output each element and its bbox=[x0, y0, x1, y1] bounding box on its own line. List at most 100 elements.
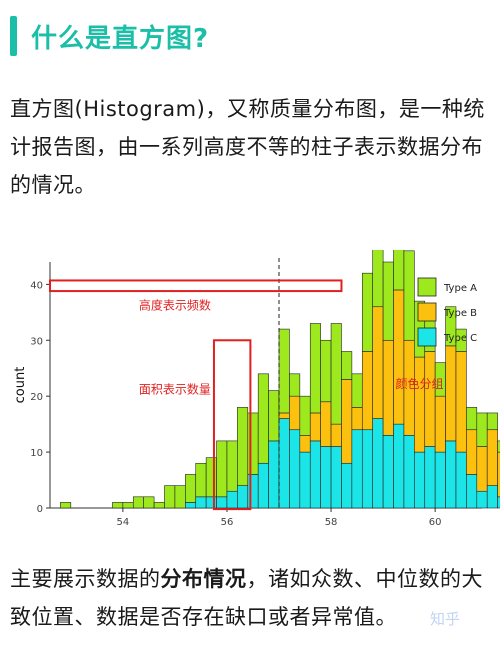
bar-type-a bbox=[60, 502, 72, 509]
bar-type-a bbox=[278, 328, 290, 414]
bar-type-a bbox=[247, 412, 259, 475]
bar-type-a bbox=[122, 502, 134, 509]
bar-type-c bbox=[497, 496, 500, 509]
bar-type-a bbox=[132, 496, 144, 509]
bar-type-c bbox=[195, 496, 207, 509]
bar-type-c bbox=[205, 496, 217, 509]
bar-type-b bbox=[486, 429, 498, 486]
bar-type-c bbox=[414, 451, 426, 509]
bar-type-a bbox=[320, 339, 332, 403]
bar-type-b bbox=[445, 345, 457, 442]
bar-type-b bbox=[330, 423, 342, 447]
bar-type-a bbox=[361, 272, 373, 352]
bar-type-a bbox=[216, 440, 228, 498]
bar-type-a bbox=[351, 373, 363, 408]
bar-type-b bbox=[466, 429, 478, 475]
bar-type-c bbox=[257, 462, 269, 509]
bar-type-c bbox=[341, 462, 353, 509]
watermark: 知乎 bbox=[429, 610, 460, 628]
outro-text-after: ，诸如众数、中位数的大致位置、数据是否存在缺口或者异常值。 bbox=[10, 567, 483, 629]
bar-type-c bbox=[372, 418, 384, 509]
bar-type-b bbox=[424, 351, 436, 447]
bar-type-b bbox=[372, 306, 384, 419]
bar-type-b bbox=[289, 395, 301, 431]
bar-type-c bbox=[247, 474, 259, 509]
bar-type-b bbox=[497, 451, 500, 498]
bar-type-a bbox=[257, 373, 269, 464]
y-tick-label: 20 bbox=[30, 392, 43, 403]
bar-type-b bbox=[309, 412, 321, 442]
bar-type-b bbox=[455, 351, 467, 453]
bar-type-b bbox=[351, 407, 363, 431]
bar-type-a bbox=[164, 485, 176, 509]
annotation-label-2: 颜色分组 bbox=[396, 376, 444, 391]
bar-type-c bbox=[299, 451, 311, 509]
bar-type-c bbox=[278, 418, 290, 509]
bar-type-a bbox=[174, 485, 186, 509]
bar-type-b bbox=[278, 412, 290, 419]
bar-type-a bbox=[153, 502, 165, 509]
annotation-box-1 bbox=[212, 339, 252, 511]
x-tick-label: 58 bbox=[325, 517, 338, 528]
bar-type-b bbox=[414, 356, 426, 453]
y-tick-label: 10 bbox=[30, 448, 43, 459]
bar-type-c bbox=[486, 485, 498, 509]
bar-type-c bbox=[466, 474, 478, 509]
x-tick-label: 54 bbox=[117, 517, 130, 528]
legend-swatch-1 bbox=[417, 302, 437, 322]
bar-type-c bbox=[351, 429, 363, 509]
bar-type-c bbox=[382, 435, 394, 509]
bar-type-c bbox=[476, 490, 488, 509]
bar-type-b bbox=[393, 289, 405, 425]
outro-paragraph: 主要展示数据的分布情况，诸如众数、中位数的大致位置、数据是否存在缺口或者异常值。 bbox=[10, 560, 494, 636]
bar-type-c bbox=[309, 440, 321, 509]
bar-type-c bbox=[216, 496, 228, 509]
legend-swatch-0 bbox=[417, 277, 437, 297]
bar-type-a bbox=[143, 496, 155, 509]
bar-type-c bbox=[268, 440, 280, 509]
bar-type-c bbox=[403, 435, 415, 509]
bar-type-a bbox=[466, 407, 478, 431]
intro-paragraph: 直方图(Histogram)，又称质量分布图，是一种统计报告图，由一系列高度不等… bbox=[10, 97, 485, 197]
legend-label-2: Type C bbox=[443, 333, 477, 344]
bar-type-a bbox=[393, 250, 405, 291]
bar-type-a bbox=[268, 390, 280, 442]
y-tick-label: 30 bbox=[30, 336, 43, 347]
bar-type-b bbox=[361, 351, 373, 431]
section-heading: 什么是直方图? bbox=[10, 14, 209, 58]
bar-type-a bbox=[289, 373, 301, 397]
bar-type-a bbox=[476, 412, 488, 447]
heading-title: 什么是直方图? bbox=[31, 23, 210, 54]
bar-type-b bbox=[320, 401, 332, 447]
bar-type-c bbox=[237, 485, 249, 509]
x-tick-label: 56 bbox=[221, 517, 234, 528]
bar-type-c bbox=[455, 451, 467, 509]
bar-type-a bbox=[382, 261, 394, 341]
bar-type-a bbox=[341, 351, 353, 380]
annotation-box-0 bbox=[49, 279, 343, 293]
annotation-label-1: 面积表示数量 bbox=[139, 381, 211, 396]
x-tick-label: 60 bbox=[429, 517, 442, 528]
outro-text-bold: 分布情况 bbox=[160, 567, 247, 591]
y-tick-label: 40 bbox=[30, 280, 43, 291]
bar-type-a bbox=[112, 502, 124, 509]
bar-type-a bbox=[403, 250, 415, 341]
bar-type-a bbox=[330, 323, 342, 425]
bar-type-c bbox=[226, 490, 238, 509]
bar-type-c bbox=[185, 502, 197, 509]
legend-swatch-2 bbox=[417, 327, 437, 347]
bar-type-a bbox=[237, 407, 249, 486]
bar-type-a bbox=[455, 328, 467, 352]
bar-type-b bbox=[382, 339, 394, 436]
bar-type-a bbox=[299, 395, 311, 436]
outro-text-before: 主要展示数据的 bbox=[10, 567, 161, 591]
bar-type-a bbox=[445, 306, 457, 347]
bar-type-a bbox=[486, 412, 498, 431]
bar-type-c bbox=[289, 429, 301, 509]
heading-accent-bar bbox=[10, 16, 17, 56]
y-tick-label: 0 bbox=[37, 504, 43, 515]
bar-type-a bbox=[372, 250, 384, 308]
bar-type-c bbox=[445, 440, 457, 509]
bar-type-b bbox=[299, 435, 311, 453]
